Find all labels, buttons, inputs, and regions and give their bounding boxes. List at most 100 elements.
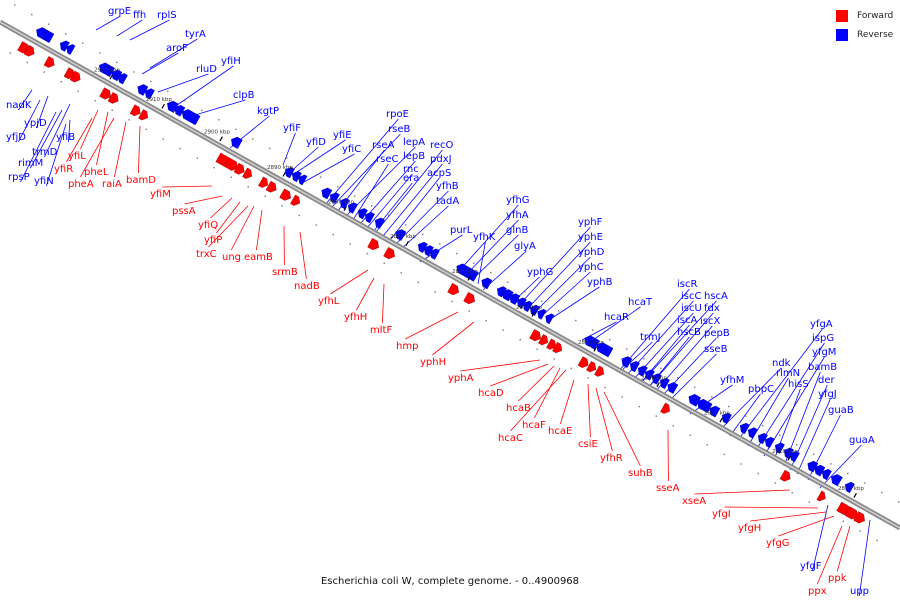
forward-leader-line <box>138 125 141 174</box>
tick-mark <box>719 417 723 423</box>
axis-dot <box>281 205 283 207</box>
forward-gene-label: yfgH <box>738 523 761 534</box>
forward-leader-line <box>534 367 561 419</box>
reverse-gene-label: yphC <box>578 262 604 273</box>
axis-dot <box>264 195 266 198</box>
axis-dot <box>439 243 441 245</box>
forward-gene-feature <box>538 334 549 346</box>
legend-forward: Forward <box>836 8 896 24</box>
reverse-gene-label: lepB <box>403 151 425 162</box>
reverse-gene-feature <box>374 217 385 229</box>
forward-gene-label: yphH <box>420 357 446 368</box>
forward-gene-feature <box>265 180 277 193</box>
axis-dot <box>519 339 521 341</box>
reverse-gene-feature <box>667 382 679 394</box>
axis-dot <box>485 319 487 322</box>
reverse-gene-label: yfiE <box>333 130 352 141</box>
reverse-gene-feature <box>66 44 76 55</box>
axis-dot <box>745 415 747 417</box>
axis-dot <box>405 224 407 226</box>
axis-dot <box>201 109 203 111</box>
axis-dot <box>847 472 849 475</box>
reverse-leader-line <box>812 504 829 572</box>
reverse-gene-feature <box>545 313 555 325</box>
forward-leader-line <box>694 489 791 495</box>
reverse-gene-label: yphG <box>527 267 553 278</box>
reverse-gene-label: rpoE <box>386 109 409 120</box>
forward-leader-line <box>114 121 127 178</box>
reverse-leader-line <box>129 19 170 41</box>
axis-dot <box>864 482 866 484</box>
reverse-leader-line <box>324 118 399 206</box>
axis-dot <box>451 300 453 303</box>
forward-gene-feature <box>529 329 541 342</box>
gene-features <box>17 27 865 524</box>
forward-gene-feature <box>138 109 149 121</box>
forward-gene-label: nadB <box>294 281 320 292</box>
forward-leader-line <box>724 506 819 509</box>
reverse-leader-line <box>141 52 179 75</box>
axis-dot <box>116 61 118 64</box>
reverse-gene-label: kgtP <box>257 106 279 117</box>
forward-leader-line <box>405 311 459 340</box>
reverse-gene-label: aroF <box>166 43 188 54</box>
reverse-gene-feature <box>844 481 855 494</box>
axis-dot <box>859 530 861 532</box>
reverse-gene-label: guaB <box>828 405 854 416</box>
forward-gene-label: yfgG <box>766 538 790 549</box>
reverse-gene-label: yfgJ <box>818 389 837 400</box>
reverse-leader-line <box>18 99 41 143</box>
forward-gene-label: yfiM <box>150 189 171 200</box>
axis-dot <box>77 90 79 92</box>
reverse-leader-line <box>796 398 831 475</box>
reverse-gene-feature <box>651 373 662 385</box>
legend-forward-label: Forward <box>857 11 894 21</box>
reverse-leader-line <box>543 271 591 315</box>
axis-dot <box>643 358 645 360</box>
forward-gene-feature <box>258 176 269 188</box>
reverse-swatch <box>836 29 848 41</box>
axis-dot <box>14 4 16 6</box>
axis-dot <box>876 539 878 542</box>
reverse-leader-line <box>149 38 198 69</box>
reverse-gene-label: tadA <box>436 196 459 207</box>
reverse-leader-line <box>619 341 653 373</box>
reverse-gene-feature <box>231 136 243 149</box>
reverse-leader-line <box>44 103 71 158</box>
axis-dot <box>796 444 798 446</box>
forward-leader-line <box>816 525 843 585</box>
reverse-gene-label: sseB <box>704 344 728 355</box>
forward-gene-feature <box>107 92 119 104</box>
reverse-gene-feature <box>747 427 758 439</box>
axis-dot <box>371 205 373 207</box>
forward-gene-label: pheL <box>84 167 109 178</box>
reverse-leader-line <box>457 204 519 273</box>
reverse-gene-label: yphB <box>587 277 613 288</box>
axis-dot <box>303 166 305 169</box>
reverse-gene-label: yfjD <box>6 132 26 143</box>
reverse-gene-label: lepA <box>403 137 425 148</box>
tick-label: 2890 kbp <box>267 165 293 171</box>
forward-gene-label: mltF <box>370 325 392 336</box>
axis-dot <box>48 23 50 25</box>
reverse-gene-label: glyA <box>514 241 536 252</box>
legend: Forward Reverse <box>836 8 896 46</box>
axis-dot <box>604 386 606 389</box>
forward-gene-feature <box>279 188 291 201</box>
forward-leader-line <box>510 369 567 432</box>
axis-dot <box>558 310 560 312</box>
reverse-gene-label: purL <box>450 225 473 236</box>
axis-dot <box>660 367 662 369</box>
forward-gene-label: suhB <box>628 468 653 479</box>
forward-gene-label: pheA <box>68 179 94 190</box>
axis-dot <box>320 176 322 178</box>
forward-gene-label: xseA <box>682 496 706 507</box>
axis-dot <box>728 405 730 408</box>
axis-dot <box>315 224 317 226</box>
forward-leader-line <box>432 321 475 356</box>
forward-leader-line <box>66 117 93 163</box>
reverse-gene-label: yfiH <box>221 56 241 67</box>
reverse-gene-label: rnc <box>403 164 419 175</box>
forward-gene-feature <box>816 490 826 502</box>
